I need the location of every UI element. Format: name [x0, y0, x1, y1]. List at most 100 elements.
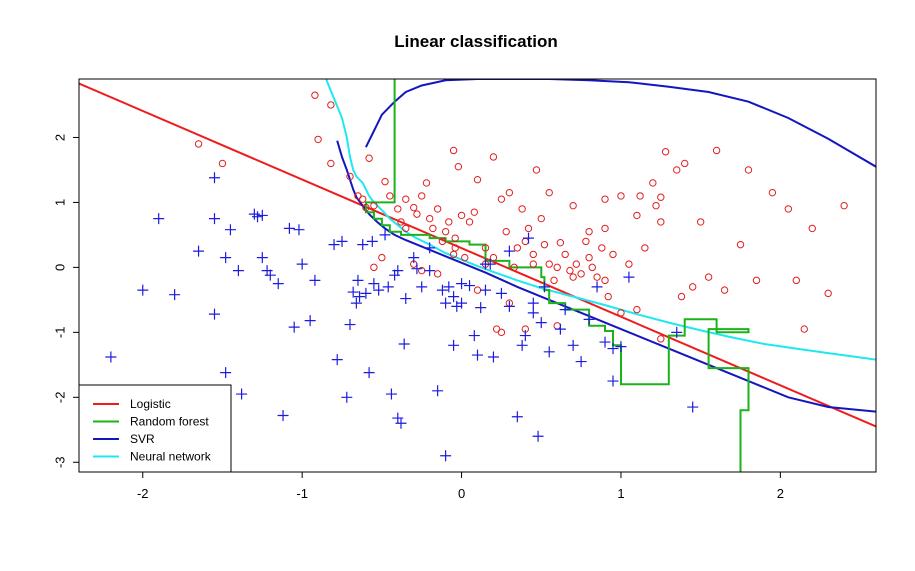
- point-plus: [220, 367, 232, 379]
- point-circle: [604, 292, 612, 301]
- y-tick-label: -1: [52, 327, 67, 339]
- point-circle: [327, 101, 335, 109]
- y-tick-label: 2: [52, 134, 67, 141]
- point-circle: [465, 218, 474, 226]
- point-plus: [554, 323, 566, 335]
- point-circle: [792, 276, 800, 285]
- point-circle: [518, 205, 526, 213]
- point-circle: [553, 263, 561, 272]
- point-circle: [497, 328, 506, 337]
- point-circle: [636, 192, 644, 200]
- point-circle: [362, 203, 370, 212]
- x-tick-label: -1: [296, 486, 308, 501]
- point-plus: [392, 412, 404, 424]
- point-plus: [543, 346, 555, 358]
- point-circle: [824, 289, 832, 298]
- point-circle: [569, 201, 577, 210]
- point-plus: [464, 280, 476, 292]
- legend-label: Neural network: [130, 450, 212, 464]
- point-circle: [365, 154, 373, 162]
- point-circle: [489, 153, 498, 161]
- point-circle: [720, 286, 729, 294]
- point-circle: [784, 205, 793, 213]
- point-circle: [593, 273, 601, 281]
- point-circle: [566, 266, 574, 275]
- point-circle: [617, 192, 625, 200]
- data-points: [105, 91, 848, 462]
- point-plus: [468, 330, 480, 342]
- point-circle: [454, 162, 463, 171]
- point-plus: [615, 341, 627, 353]
- point-circle: [532, 166, 541, 174]
- point-plus: [293, 224, 305, 236]
- point-circle: [712, 146, 721, 155]
- point-circle: [370, 263, 378, 272]
- point-circle: [545, 260, 553, 268]
- chart-title: Linear classification: [394, 32, 557, 51]
- point-circle: [370, 201, 378, 210]
- point-plus: [283, 222, 295, 234]
- point-circle: [422, 179, 431, 187]
- point-plus: [169, 289, 181, 301]
- point-circle: [752, 276, 761, 285]
- point-circle: [394, 205, 402, 213]
- point-plus: [535, 317, 547, 329]
- point-circle: [736, 240, 745, 249]
- point-plus: [366, 235, 378, 247]
- point-plus: [336, 235, 348, 247]
- point-circle: [598, 244, 606, 252]
- y-tick-label: 0: [52, 264, 67, 271]
- point-plus: [341, 391, 353, 403]
- point-circle: [601, 276, 609, 285]
- x-axis: -2 -1 0 1 2: [137, 472, 784, 501]
- point-plus: [424, 265, 436, 277]
- point-circle: [449, 250, 458, 259]
- point-plus: [456, 278, 468, 290]
- point-plus: [392, 265, 404, 277]
- point-circle: [641, 244, 649, 252]
- point-plus: [436, 284, 448, 296]
- point-circle: [502, 227, 510, 236]
- point-circle: [800, 325, 808, 333]
- point-circle: [677, 292, 686, 301]
- point-plus: [424, 242, 436, 254]
- x-tick-label: -2: [137, 486, 149, 501]
- point-circle: [556, 238, 565, 247]
- point-plus: [448, 339, 460, 351]
- point-plus: [373, 284, 385, 296]
- legend: Logistic Random forest SVR Neural network: [78, 384, 232, 473]
- point-plus: [416, 281, 428, 293]
- point-plus: [495, 287, 507, 299]
- x-tick-label: 0: [458, 486, 465, 501]
- series-line-svr: [336, 79, 876, 413]
- point-circle: [704, 273, 713, 281]
- point-plus: [607, 375, 619, 387]
- point-plus: [432, 385, 444, 397]
- point-plus: [288, 321, 300, 333]
- point-circle: [601, 195, 609, 203]
- point-circle: [572, 260, 581, 268]
- point-plus: [382, 281, 394, 293]
- point-plus: [559, 304, 571, 316]
- point-plus: [105, 351, 117, 363]
- point-circle: [194, 140, 203, 148]
- point-plus: [153, 213, 165, 225]
- point-plus: [360, 287, 372, 299]
- point-plus: [532, 430, 544, 442]
- point-plus: [583, 313, 595, 325]
- point-plus: [591, 281, 603, 293]
- point-plus: [208, 172, 220, 184]
- point-circle: [314, 135, 322, 144]
- point-plus: [472, 349, 483, 361]
- point-circle: [521, 237, 530, 246]
- point-plus: [395, 417, 407, 429]
- point-plus: [277, 409, 289, 421]
- legend-label: Logistic: [130, 397, 171, 411]
- point-circle: [537, 214, 545, 223]
- point-plus: [368, 278, 380, 290]
- point-plus: [519, 330, 531, 342]
- point-circle: [489, 253, 498, 262]
- point-circle: [449, 146, 458, 155]
- point-plus: [256, 209, 268, 221]
- point-plus: [193, 245, 205, 257]
